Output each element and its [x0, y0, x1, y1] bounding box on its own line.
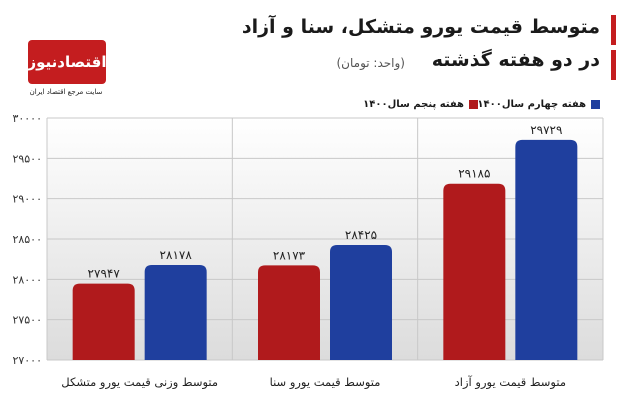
- logo: اقتصادنیوز سایت مرجع اقتصاد ایران: [20, 40, 112, 100]
- legend-label-series-1: هفته چهارم سال۱۴۰۰: [477, 99, 586, 110]
- bar-series-1: [144, 264, 207, 360]
- bar-value-label: ۲۸۱۷۳: [273, 248, 306, 262]
- chart-title: متوسط قیمت یورو متشکل، سنا و آزاد: [241, 16, 600, 38]
- x-category-label: متوسط وزنی قیمت یورو متشکل: [61, 375, 218, 390]
- x-category-label: متوسط قیمت یورو آزاد: [455, 375, 566, 390]
- y-tick-label: ۲۷۵۰۰: [12, 314, 42, 327]
- y-tick-label: ۲۹۵۰۰: [12, 152, 42, 165]
- bar-series-2: [443, 183, 506, 360]
- logo-tagline: سایت مرجع اقتصاد ایران: [29, 88, 103, 96]
- y-tick-label: ۳۰۰۰۰: [12, 112, 42, 125]
- bar-value-label: ۲۸۱۷۸: [160, 248, 193, 262]
- bar-series-2: [72, 283, 135, 360]
- y-tick-label: ۲۷۰۰۰: [12, 354, 42, 367]
- y-tick-label: ۲۸۰۰۰: [12, 273, 42, 286]
- unit-label: (واحد: تومان): [336, 56, 405, 70]
- bar-value-label: ۲۹۱۸۵: [458, 167, 490, 181]
- legend-label-series-2: هفته پنجم سال۱۴۰۰: [363, 99, 464, 110]
- bar-series-1: [330, 245, 392, 360]
- x-category-label: متوسط قیمت یورو سنا: [270, 375, 381, 390]
- title-accent-bar-2: [611, 50, 616, 80]
- y-tick-label: ۲۸۵۰۰: [12, 233, 42, 246]
- bar-series-2: [258, 265, 320, 360]
- legend-swatch-series-2: [469, 100, 478, 109]
- legend-item-series-1: هفته چهارم سال۱۴۰۰: [477, 99, 600, 110]
- legend-swatch-series-1: [591, 100, 600, 109]
- logo-mark: اقتصادنیوز: [28, 40, 107, 84]
- y-tick-label: ۲۹۰۰۰: [12, 193, 42, 206]
- bar-value-label: ۲۷۹۴۷: [88, 267, 121, 281]
- bar-value-label: ۲۹۷۲۹: [530, 123, 562, 137]
- bar-series-1: [515, 139, 578, 360]
- chart-subtitle: در دو هفته گذشته: [431, 49, 600, 71]
- legend-item-series-2: هفته پنجم سال۱۴۰۰: [363, 99, 478, 110]
- bar-value-label: ۲۸۴۲۵: [345, 228, 377, 242]
- title-accent-bar-1: [611, 15, 616, 45]
